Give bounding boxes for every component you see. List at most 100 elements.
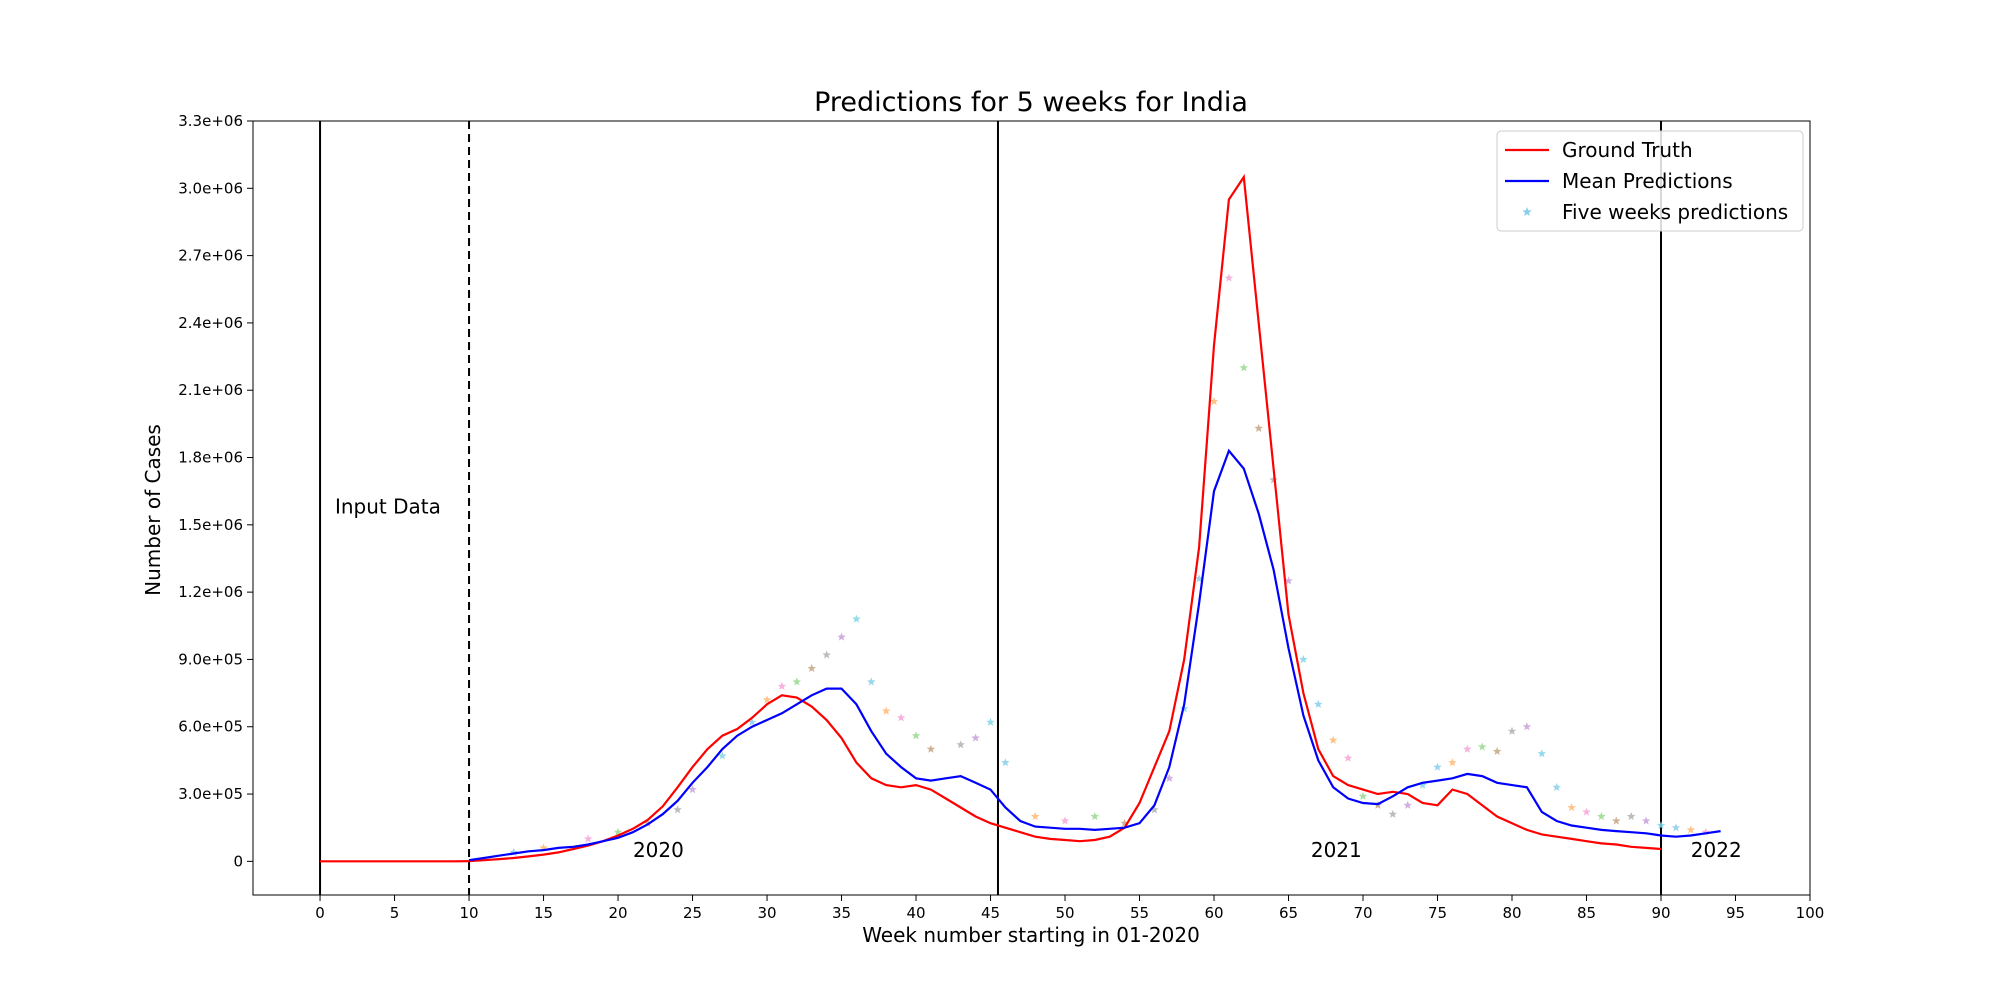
prediction-star-point [1582, 807, 1591, 816]
plot-border [252, 120, 1811, 896]
prediction-star-point [822, 650, 831, 659]
prediction-star-point [896, 713, 906, 722]
prediction-star-point [1463, 744, 1472, 753]
x-axis-label: Week number starting in 01-2020 [862, 923, 1200, 947]
prediction-star-point [971, 733, 980, 742]
y-tick-label: 2.4e+06 [178, 314, 243, 332]
x-tick-label: 25 [683, 904, 702, 922]
x-tick-label: 95 [1726, 904, 1745, 922]
x-tick-label: 75 [1428, 904, 1447, 922]
vertical-lines [319, 121, 1663, 895]
legend-box [1496, 130, 1804, 232]
mean-predictions-line [468, 448, 1721, 862]
prediction-star-point [643, 818, 653, 827]
prediction-star-point [881, 706, 891, 715]
y-tick-label: 2.7e+06 [178, 247, 243, 265]
prediction-star-point [509, 847, 518, 856]
y-tick-label: 3.3e+06 [178, 112, 243, 130]
prediction-star-point [777, 681, 787, 690]
y-tick-label: 0 [233, 852, 243, 870]
legend-entry: Mean Predictions [1562, 169, 1733, 193]
legend: Ground Truth Mean Predictions Five weeks p… [1496, 130, 1804, 232]
legend-entry: Five weeks predictions [1562, 200, 1788, 224]
prediction-star-point [613, 827, 623, 836]
prediction-star-point [1001, 758, 1010, 767]
chart-title: Predictions for 5 weeks for India [814, 87, 1248, 118]
y-axis: 0 3.0e+05 6.0e+05 9.0e+05 1.2e+06 1.5e+06 1.8e… [178, 112, 253, 870]
plot-frame [252, 120, 1811, 896]
prediction-star-point [1269, 475, 1278, 484]
prediction-star-point [1299, 654, 1308, 664]
prediction-star-point [956, 740, 965, 749]
prediction-star-point [1224, 273, 1234, 282]
prediction-star-point [1343, 753, 1353, 762]
x-tick-label: 15 [534, 904, 553, 922]
x-tick-label: 55 [1130, 904, 1149, 922]
prediction-star-point [1209, 396, 1219, 406]
prediction-star-point [1612, 816, 1621, 825]
prediction-star-point [1388, 809, 1398, 818]
x-tick-label: 40 [906, 904, 925, 922]
x-tick-label: 65 [1279, 904, 1298, 922]
prediction-star-point [1686, 825, 1696, 834]
y-tick-label: 1.2e+06 [178, 583, 243, 601]
y-tick-label: 6.0e+05 [178, 718, 243, 736]
prediction-star-point [1314, 699, 1323, 708]
prediction-star-point [1567, 803, 1576, 812]
prediction-star-point [1671, 823, 1681, 832]
prediction-star-point [718, 751, 727, 760]
prediction-star-point [1165, 773, 1174, 782]
prediction-star-point [1477, 742, 1487, 751]
prediction-star-point [1522, 722, 1532, 731]
prediction-star-point [1537, 749, 1547, 758]
prediction-star-point [673, 805, 682, 814]
x-axis: 0 5 10 15 20 25 30 35 40 45 50 55 60 65 70 75 80 85 90 95 10… [315, 895, 1824, 922]
x-tick-label: 20 [608, 904, 627, 922]
prediction-star-point [762, 695, 772, 704]
y-tick-label: 3.0e+05 [178, 785, 243, 803]
annotation-text: Input Data [335, 495, 441, 519]
prediction-star-point [747, 717, 757, 726]
prediction-star-point [1284, 576, 1293, 585]
x-tick-label: 60 [1204, 904, 1223, 922]
x-tick-label: 85 [1577, 904, 1596, 922]
y-axis-label: Number of Cases [141, 424, 165, 596]
prediction-star-point [807, 663, 816, 672]
prediction-star-point [1120, 818, 1129, 827]
line-series [320, 173, 1721, 863]
prediction-star-point [1254, 423, 1263, 432]
x-tick-label: 10 [459, 904, 478, 922]
y-tick-label: 2.1e+06 [178, 381, 243, 399]
scatter-series [509, 273, 1710, 856]
prediction-star-point [1552, 782, 1561, 791]
prediction-star-point [1090, 812, 1100, 821]
prediction-star-point [1597, 812, 1606, 821]
prediction-star-point [1492, 746, 1502, 756]
ground-truth-line [320, 173, 1662, 863]
prediction-star-point [1656, 821, 1666, 830]
x-tick-label: 0 [315, 904, 325, 922]
y-tick-label: 1.5e+06 [178, 516, 243, 534]
prediction-star-point [688, 785, 697, 794]
y-tick-label: 1.8e+06 [178, 449, 243, 467]
x-tick-label: 35 [832, 904, 851, 922]
annotation-text: 2022 [1691, 838, 1742, 862]
prediction-star-point [1060, 816, 1070, 825]
x-tick-label: 80 [1502, 904, 1521, 922]
prediction-star-point [926, 744, 936, 753]
prediction-star-point [1030, 812, 1040, 821]
x-tick-label: 70 [1353, 904, 1372, 922]
prediction-star-point [539, 843, 548, 852]
prediction-star-point [792, 677, 802, 686]
annotations: Input Data 2020 2021 2022 [335, 495, 1742, 862]
prediction-star-point [1418, 780, 1427, 789]
x-tick-label: 45 [981, 904, 1000, 922]
x-tick-label: 5 [390, 904, 400, 922]
legend-star-marker [1522, 207, 1532, 216]
prediction-star-point [1626, 812, 1636, 821]
prediction-star-point [1507, 726, 1517, 735]
y-tick-label: 9.0e+05 [178, 650, 243, 668]
y-tick-label: 3.0e+06 [178, 179, 243, 197]
prediction-star-point [1239, 363, 1249, 372]
prediction-star-point [1701, 827, 1710, 836]
